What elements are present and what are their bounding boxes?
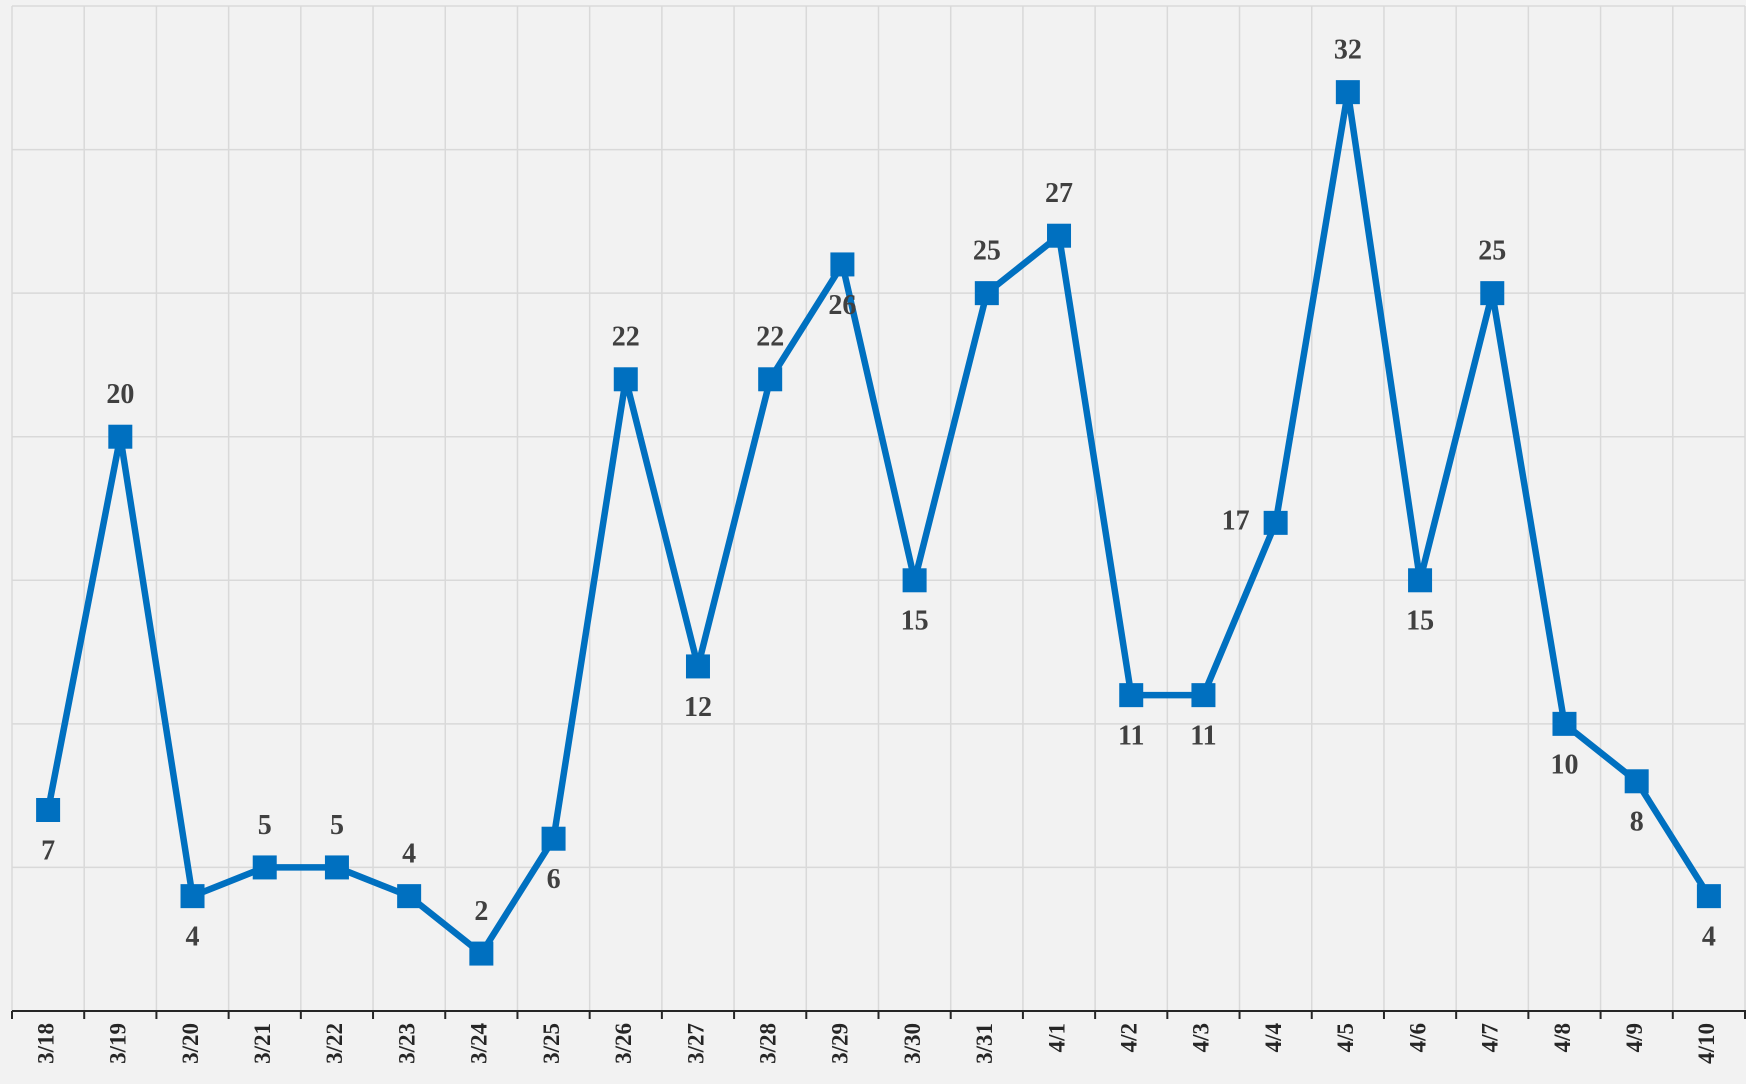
data-label: 17 — [1222, 505, 1250, 536]
x-tick-label: 3/21 — [250, 1023, 275, 1064]
x-tick-label: 3/31 — [972, 1023, 997, 1064]
x-tick-label: 3/30 — [900, 1023, 925, 1064]
x-tick-label: 3/18 — [33, 1023, 58, 1064]
x-tick-label: 3/22 — [322, 1023, 347, 1064]
data-label: 22 — [756, 322, 784, 353]
x-tick-label: 4/10 — [1694, 1023, 1719, 1064]
data-label: 32 — [1334, 35, 1362, 66]
data-label: 22 — [612, 322, 640, 353]
data-label: 12 — [684, 692, 712, 723]
x-tick-label: 4/3 — [1189, 1023, 1214, 1052]
marker — [1263, 510, 1288, 535]
marker — [1624, 769, 1649, 794]
x-tick-label: 3/23 — [394, 1023, 419, 1064]
line — [44, 88, 1712, 957]
data-label: 27 — [1045, 178, 1073, 209]
x-tick-label: 3/24 — [467, 1023, 492, 1064]
marker — [469, 941, 494, 966]
data-label: 8 — [1630, 807, 1644, 838]
x-tick-label: 4/9 — [1622, 1023, 1647, 1052]
data-label: 7 — [41, 835, 55, 866]
marker — [974, 281, 999, 306]
marker — [1191, 683, 1216, 708]
marker — [902, 568, 927, 593]
marker — [1696, 884, 1721, 909]
marker — [108, 424, 133, 449]
marker — [1480, 281, 1505, 306]
marker — [324, 855, 349, 880]
marker — [36, 798, 61, 822]
marker — [685, 654, 710, 679]
x-tick-label: 3/27 — [683, 1023, 708, 1064]
data-label: 11 — [1190, 721, 1216, 752]
data-label: 20 — [106, 379, 134, 410]
x-tick-label: 4/4 — [1261, 1023, 1286, 1053]
marker — [1335, 80, 1360, 105]
data-label: 4 — [186, 922, 200, 953]
data-label: 5 — [330, 810, 344, 841]
marker — [252, 855, 277, 880]
marker — [1552, 711, 1577, 736]
data-label: 6 — [547, 864, 561, 895]
x-tick-label: 4/1 — [1044, 1023, 1069, 1052]
marker — [613, 367, 638, 392]
x-tick-label: 3/20 — [178, 1023, 203, 1064]
data-label: 10 — [1550, 749, 1578, 780]
x-tick-label: 3/26 — [611, 1023, 636, 1064]
x-tick-label: 4/2 — [1117, 1023, 1142, 1052]
data-label: 11 — [1118, 721, 1144, 752]
x-tick-label: 4/8 — [1550, 1023, 1575, 1052]
x-tick-label: 4/5 — [1333, 1023, 1358, 1052]
x-tick-label: 4/7 — [1478, 1023, 1503, 1052]
marker — [180, 884, 205, 909]
x-tick-label: 4/6 — [1405, 1023, 1430, 1052]
data-label: 4 — [1702, 922, 1716, 953]
data-label: 5 — [258, 810, 272, 841]
data-label: 2 — [474, 896, 488, 927]
data-label: 15 — [1406, 606, 1434, 637]
x-tick-label: 3/29 — [828, 1023, 853, 1064]
marker — [758, 367, 783, 392]
data-label: 26 — [828, 290, 856, 321]
marker — [1408, 568, 1433, 593]
marker — [1047, 223, 1072, 248]
data-label: 4 — [402, 839, 416, 870]
marker — [397, 884, 422, 909]
marker — [1119, 683, 1144, 708]
data-label: 25 — [1478, 236, 1506, 267]
x-tick-label: 3/28 — [755, 1023, 780, 1064]
marker — [541, 826, 566, 851]
x-tick-label: 3/25 — [539, 1023, 564, 1064]
data-label: 15 — [901, 606, 929, 637]
data-label: 25 — [973, 236, 1001, 267]
marker — [830, 252, 855, 277]
x-tick-label: 3/19 — [106, 1023, 131, 1064]
